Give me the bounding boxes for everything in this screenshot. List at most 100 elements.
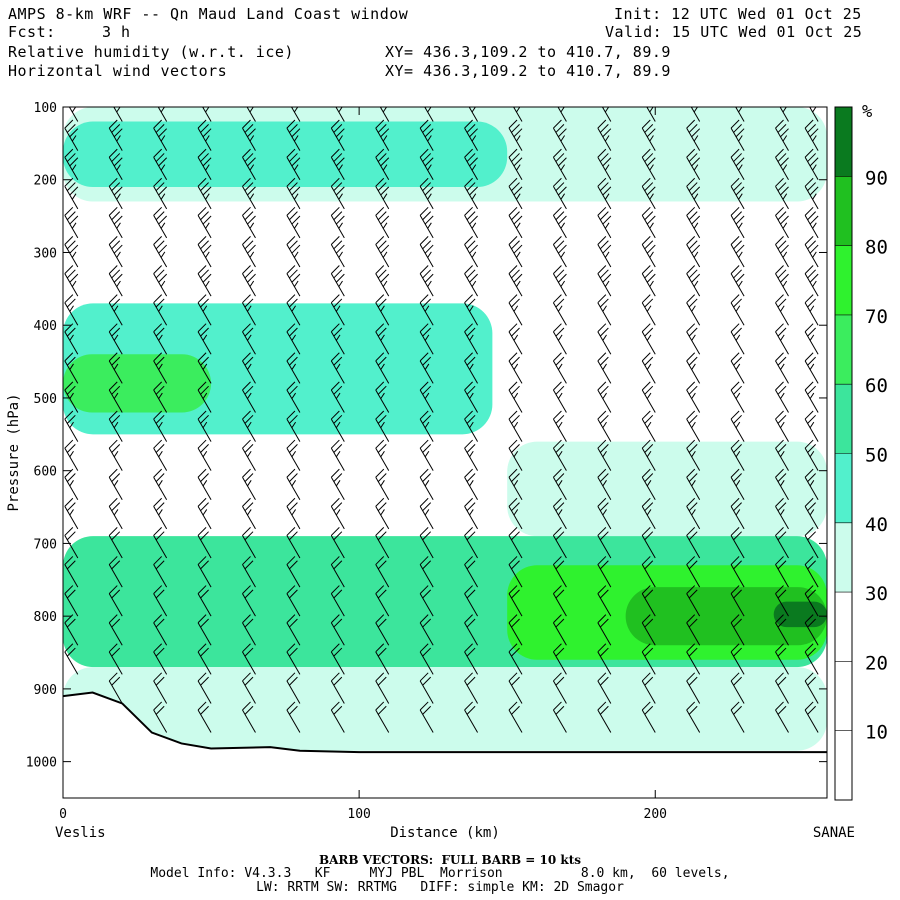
barb-half-feather xyxy=(691,334,696,341)
wind-barb xyxy=(804,585,819,617)
wind-barb xyxy=(108,177,123,210)
barb-half-feather xyxy=(382,164,388,171)
barb-full-feather xyxy=(244,211,254,221)
barb-full-feather xyxy=(244,385,254,395)
barb-full-feather xyxy=(108,585,118,594)
barb-half-feather xyxy=(338,135,343,142)
wind-barb xyxy=(641,439,656,471)
barb-full-feather xyxy=(380,273,390,283)
barb-full-feather xyxy=(599,356,609,366)
wind-barb xyxy=(108,556,123,588)
barb-half-feather xyxy=(516,280,521,287)
barb-staff xyxy=(197,389,212,413)
barb-staff xyxy=(419,156,434,180)
wind-barb xyxy=(419,556,434,588)
barb-full-feather xyxy=(197,323,207,333)
wind-barb xyxy=(286,672,301,704)
barb-full-feather xyxy=(464,119,473,129)
barb-staff xyxy=(242,244,256,268)
barb-full-feather xyxy=(113,157,123,167)
wind-barb xyxy=(197,265,212,297)
barb-half-feather xyxy=(249,164,255,171)
wind-barb xyxy=(508,468,523,501)
barb-full-feather xyxy=(419,614,429,624)
barb-full-feather xyxy=(375,585,385,594)
barb-staff xyxy=(419,622,434,646)
barb-staff xyxy=(775,564,789,588)
colorbar-swatch xyxy=(835,176,852,246)
barb-full-feather xyxy=(155,385,165,395)
barb-full-feather xyxy=(686,206,696,216)
y-tick-label: 500 xyxy=(34,392,57,407)
barb-full-feather xyxy=(807,327,816,337)
barb-full-feather xyxy=(113,186,123,196)
barb-staff xyxy=(804,156,819,180)
barb-full-feather xyxy=(419,323,429,333)
barb-full-feather xyxy=(242,672,251,682)
barb-full-feather xyxy=(244,647,254,657)
barb-half-feather xyxy=(116,280,121,287)
wind-barb xyxy=(197,352,212,384)
barb-full-feather xyxy=(644,589,654,599)
barb-full-feather xyxy=(286,439,296,449)
barb-staff xyxy=(153,477,168,501)
barb-full-feather xyxy=(597,643,607,653)
barb-full-feather xyxy=(244,356,254,366)
barb-full-feather xyxy=(469,157,478,167)
barb-full-feather xyxy=(244,269,254,279)
barb-half-feather xyxy=(69,363,74,370)
barb-staff xyxy=(804,680,819,704)
barb-full-feather xyxy=(244,153,254,162)
barb-full-feather xyxy=(333,502,343,512)
barb-full-feather xyxy=(686,614,696,624)
wind-barb xyxy=(804,177,819,210)
barb-half-feather xyxy=(471,164,477,171)
barb-half-feather xyxy=(649,193,654,200)
barb-half-feather xyxy=(471,135,477,142)
barb-staff xyxy=(64,593,79,617)
wind-barb xyxy=(686,410,701,442)
wind-barb xyxy=(153,177,168,210)
barb-full-feather xyxy=(553,177,562,187)
barb-full-feather xyxy=(289,385,298,395)
barb-full-feather xyxy=(333,327,343,337)
wind-barb xyxy=(419,294,434,326)
barb-full-feather xyxy=(69,273,79,283)
barb-half-feather xyxy=(691,305,696,312)
barb-half-feather xyxy=(782,280,788,287)
barb-full-feather xyxy=(375,177,385,187)
barb-half-feather xyxy=(291,450,297,458)
barb-full-feather xyxy=(558,157,567,167)
barb-full-feather xyxy=(508,439,518,449)
barb-staff xyxy=(108,593,123,617)
wind-barb xyxy=(508,236,523,268)
barb-staff xyxy=(242,215,256,239)
barb-staff xyxy=(775,273,789,297)
barb-half-feather xyxy=(812,193,817,200)
barb-full-feather xyxy=(555,618,565,628)
barb-half-feather xyxy=(602,334,607,341)
wind-barb xyxy=(508,119,523,151)
barb-full-feather xyxy=(555,269,565,279)
barb-half-feather xyxy=(691,421,696,429)
barb-half-feather xyxy=(382,280,388,287)
barb-full-feather xyxy=(375,439,385,449)
wind-barb xyxy=(286,177,301,210)
barb-full-feather xyxy=(466,444,476,453)
barb-staff xyxy=(804,564,819,588)
barb-full-feather xyxy=(556,95,564,103)
barb-full-feather xyxy=(644,211,654,221)
barb-staff xyxy=(242,331,256,355)
barb-staff xyxy=(330,156,345,180)
barb-staff xyxy=(508,477,523,501)
barb-half-feather xyxy=(338,251,343,258)
wind-barb xyxy=(597,468,612,501)
barb-full-feather xyxy=(686,556,696,565)
barb-full-feather xyxy=(641,439,651,449)
barb-full-feather xyxy=(377,298,387,308)
barb-half-feather xyxy=(780,392,785,399)
barb-staff xyxy=(597,535,612,559)
barb-full-feather xyxy=(555,502,565,512)
barb-full-feather xyxy=(775,527,784,536)
